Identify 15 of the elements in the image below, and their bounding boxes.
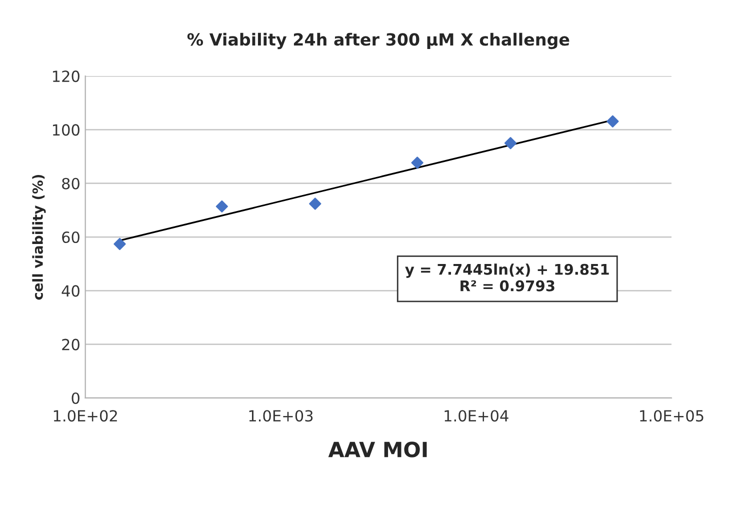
y-tick-label: 60 (62, 231, 80, 244)
x-tick-label: 1.0E+04 (444, 410, 508, 422)
y-tick-label: 0 (72, 392, 80, 404)
x-axis-title: AAV MOI (328, 442, 427, 458)
x-tick-label: 1.0E+05 (640, 410, 704, 422)
y-axis-title: cell viability (%) (32, 174, 46, 300)
y-tick-label: 100 (52, 124, 80, 136)
x-tick-label: 1.0E+03 (249, 410, 313, 422)
y-tick-label: 20 (62, 338, 80, 350)
chart-title: % Viability 24h after 300 µM X challenge (187, 32, 570, 50)
y-tick-label: 40 (62, 285, 80, 297)
y-tick-label: 80 (62, 178, 80, 190)
y-tick-label: 120 (52, 70, 80, 82)
annotation: y = 7.7445ln(x) + 19.851 R² = 0.9793 (405, 264, 609, 292)
x-tick-label: 1.0E+02 (54, 410, 117, 422)
